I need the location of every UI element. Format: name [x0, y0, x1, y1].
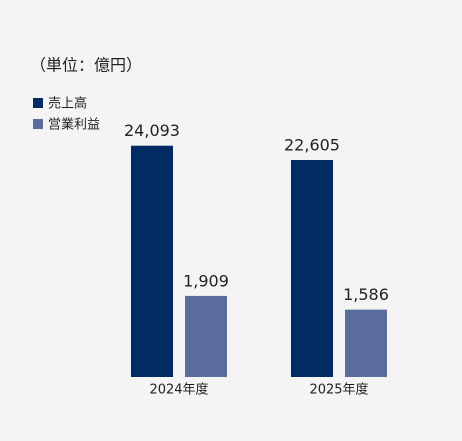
legend-swatch [33, 98, 43, 108]
legend-swatch [33, 119, 43, 129]
value-label: 22,605 [284, 135, 340, 154]
value-label: 1,586 [343, 285, 389, 304]
bar [131, 145, 173, 377]
bar [345, 309, 387, 377]
x-tick-label: 2025年度 [309, 382, 368, 398]
unit-label: （単位：億円） [30, 56, 142, 75]
bar [291, 159, 333, 377]
value-label: 1,909 [183, 271, 229, 290]
bar [185, 295, 227, 377]
value-label: 24,093 [124, 121, 180, 140]
legend-label: 売上高 [48, 96, 87, 112]
x-tick-label: 2024年度 [149, 382, 208, 398]
legend-label: 営業利益 [48, 117, 100, 133]
